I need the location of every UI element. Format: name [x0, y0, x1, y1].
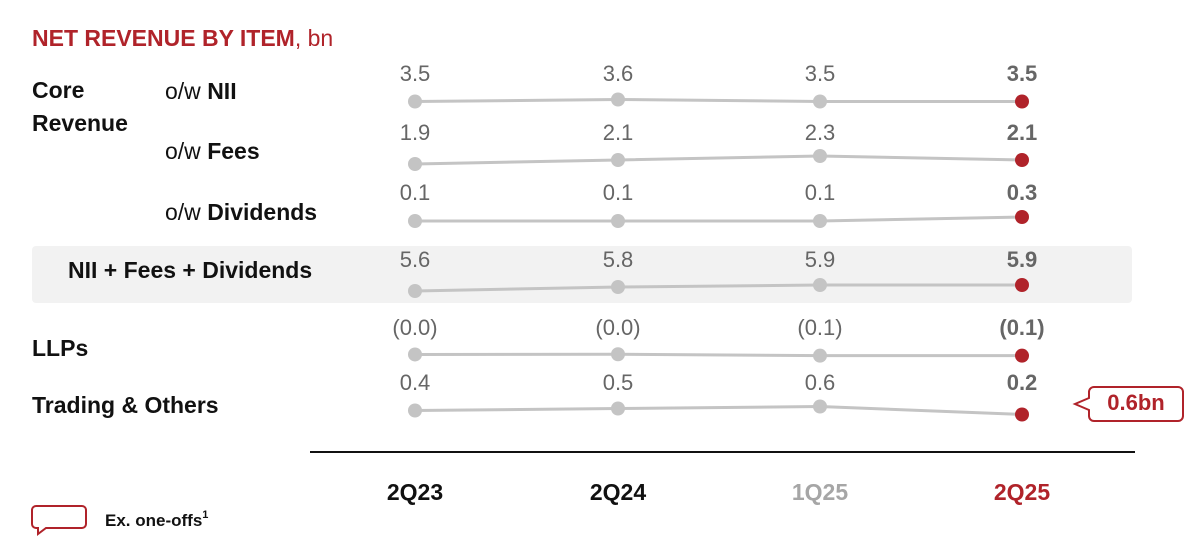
value-label: 5.9 — [805, 247, 836, 272]
value-label: 3.6 — [603, 61, 634, 86]
callout-box — [1072, 386, 1184, 422]
row-prefix: o/w — [165, 199, 201, 225]
data-point — [611, 214, 625, 228]
row-prefix: o/w — [165, 78, 201, 104]
data-point — [1015, 407, 1029, 422]
row-label: Trading & Others — [32, 392, 219, 418]
group-label: Core Revenue — [32, 77, 128, 136]
data-point — [408, 403, 422, 418]
value-label: 5.8 — [603, 247, 634, 272]
legend-text: Ex. one-offs — [105, 511, 202, 530]
data-point — [611, 401, 625, 416]
row-name: NII + Fees + Dividends — [68, 257, 312, 283]
row-label: LLPs — [32, 335, 88, 361]
value-label: 3.5 — [805, 61, 836, 86]
row-name: NII — [207, 78, 236, 104]
value-label: 2.1 — [603, 120, 634, 145]
value-label: 3.5 — [1007, 61, 1038, 86]
legend-icon — [31, 505, 87, 536]
value-label: (0.1) — [797, 315, 842, 340]
series-line — [414, 97, 1022, 103]
row-name: Trading & Others — [32, 392, 219, 418]
data-point — [1015, 348, 1029, 363]
value-label: 0.4 — [400, 370, 431, 395]
value-label: (0.1) — [999, 315, 1044, 340]
row-label: o/w NII — [165, 78, 237, 104]
row-label: o/w Dividends — [165, 199, 317, 225]
value-label: 5.9 — [1007, 247, 1038, 272]
highlight-band — [32, 246, 1132, 303]
value-label: 5.6 — [400, 247, 431, 272]
series-line — [414, 352, 1022, 358]
data-point — [408, 157, 422, 171]
value-label: 0.1 — [603, 180, 634, 205]
data-point — [813, 214, 827, 228]
row-label: o/w Fees — [165, 138, 260, 164]
value-label: 1.9 — [400, 120, 431, 145]
x-tick-label: 2Q25 — [994, 479, 1050, 505]
value-label: 0.1 — [805, 180, 836, 205]
data-point — [813, 149, 827, 163]
value-label: 0.2 — [1007, 370, 1038, 395]
x-tick-label: 2Q24 — [590, 479, 646, 505]
value-label: 0.5 — [603, 370, 634, 395]
data-point — [813, 94, 827, 109]
data-point — [611, 92, 625, 107]
data-point — [1015, 153, 1029, 167]
series-line — [414, 154, 1023, 166]
data-point — [1015, 94, 1029, 109]
value-label: 0.1 — [400, 180, 431, 205]
row-name: Dividends — [207, 199, 317, 225]
data-point — [408, 347, 422, 362]
title-unit: , bn — [295, 25, 333, 51]
value-label: 0.3 — [1007, 180, 1038, 205]
value-label: (0.0) — [392, 315, 437, 340]
x-tick-label: 2Q23 — [387, 479, 443, 505]
data-point — [408, 284, 422, 298]
series-line — [415, 215, 1023, 223]
data-point — [813, 399, 827, 414]
value-label: 2.1 — [1007, 120, 1038, 145]
row-name: Fees — [207, 138, 259, 164]
value-label: 2.3 — [805, 120, 836, 145]
title-text: NET REVENUE BY ITEM — [32, 25, 295, 51]
data-point — [408, 214, 422, 228]
value-label: (0.0) — [595, 315, 640, 340]
chart-title: NET REVENUE BY ITEM, bn — [32, 25, 333, 51]
callout-label: 0.6bn — [1107, 390, 1164, 415]
data-point — [813, 278, 827, 292]
series-line — [414, 404, 1023, 416]
data-point — [611, 153, 625, 167]
data-point — [408, 94, 422, 109]
footnote: 1 — [202, 509, 208, 521]
value-label: 0.6 — [805, 370, 836, 395]
data-point — [813, 348, 827, 363]
series-line — [414, 283, 1022, 293]
value-label: 3.5 — [400, 61, 431, 86]
data-point — [1015, 210, 1029, 224]
data-point — [1015, 278, 1029, 292]
data-point — [611, 347, 625, 362]
x-tick-label: 1Q25 — [792, 479, 848, 505]
row-prefix: o/w — [165, 138, 201, 164]
row-name: LLPs — [32, 335, 88, 361]
data-point — [611, 280, 625, 294]
legend-label: Ex. one-offs1 — [105, 509, 208, 531]
row-label: NII + Fees + Dividends — [68, 257, 312, 283]
